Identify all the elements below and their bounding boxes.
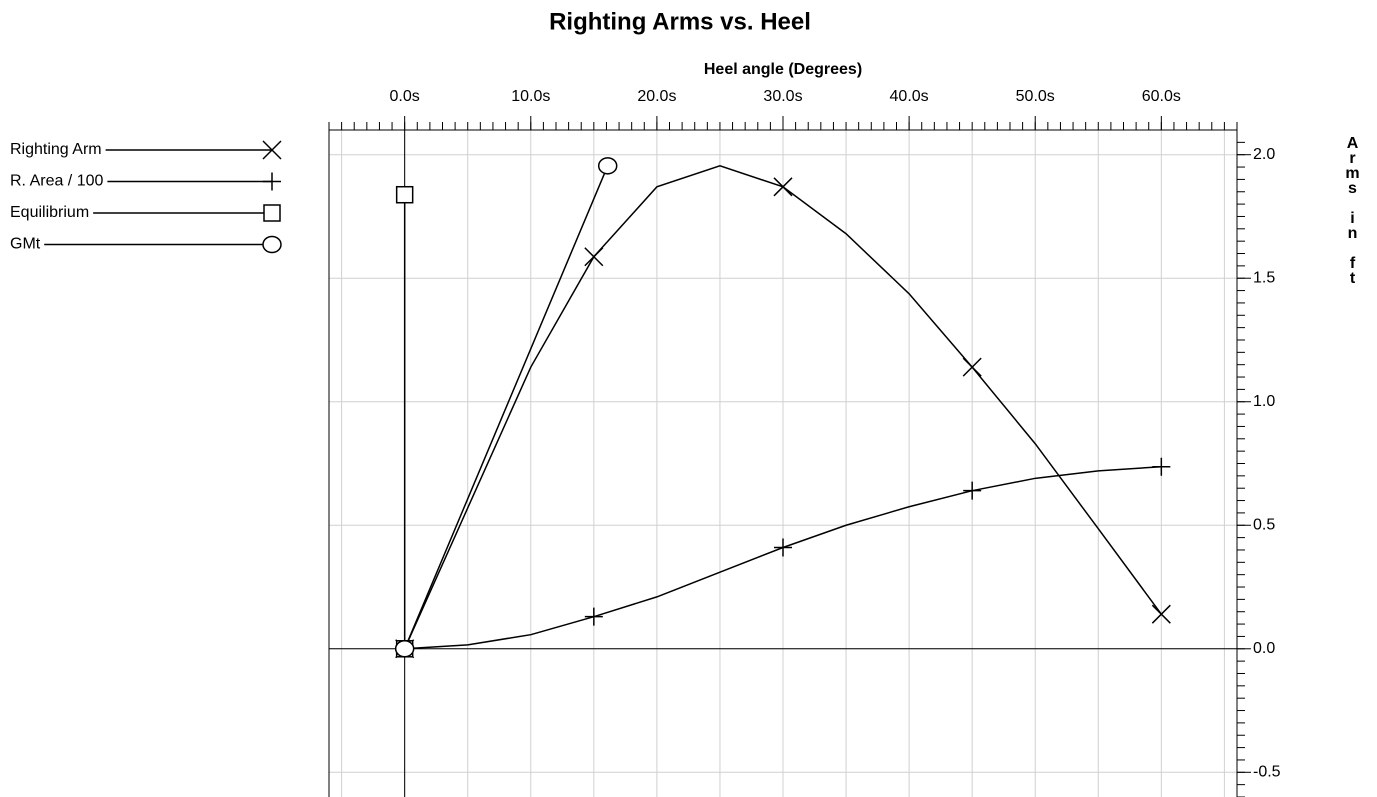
data-point [584,607,603,626]
data-point [395,185,414,204]
x-tick-label: 40.0s [890,88,929,105]
y-tick-label: 0.0 [1253,640,1275,657]
y-axis-label: Arms in ft [1344,135,1361,285]
series-line [403,165,609,650]
data-point [597,157,618,175]
legend-marker [263,204,281,222]
y-tick-label: 1.5 [1253,269,1275,286]
legend-label: Equilibrium [10,204,89,221]
x-tick-label: 60.0s [1142,88,1181,105]
data-point [963,481,982,500]
y-tick-label: 1.0 [1253,393,1275,410]
chart-title: Righting Arms vs. Heel [549,8,811,35]
data-point [394,640,415,658]
legend-marker [262,235,282,254]
data-point [773,177,793,197]
y-tick-label: -0.5 [1253,764,1281,781]
legend-label: R. Area / 100 [10,173,103,190]
y-tick-label: 2.0 [1253,146,1275,163]
data-point [774,538,792,557]
legend-marker [263,172,281,191]
legend-marker [262,140,282,160]
legend-label: GMt [10,236,41,253]
data-point [962,357,982,377]
data-point [1152,457,1171,476]
x-tick-label: 20.0s [637,88,676,105]
x-tick-label: 0.0s [390,88,420,105]
x-tick-label: 50.0s [1016,88,1055,105]
data-point [1151,604,1171,624]
y-tick-label: 0.5 [1253,516,1275,533]
data-point [584,247,604,267]
legend-label: Righting Arm [10,141,102,158]
x-axis-label: Heel angle (Degrees) [704,61,862,78]
x-tick-label: 30.0s [763,88,802,105]
x-tick-label: 10.0s [511,88,550,105]
